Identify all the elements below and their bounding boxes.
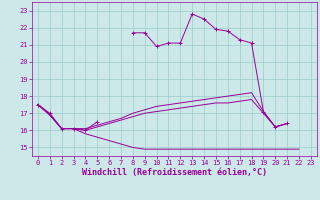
X-axis label: Windchill (Refroidissement éolien,°C): Windchill (Refroidissement éolien,°C) [82, 168, 267, 177]
